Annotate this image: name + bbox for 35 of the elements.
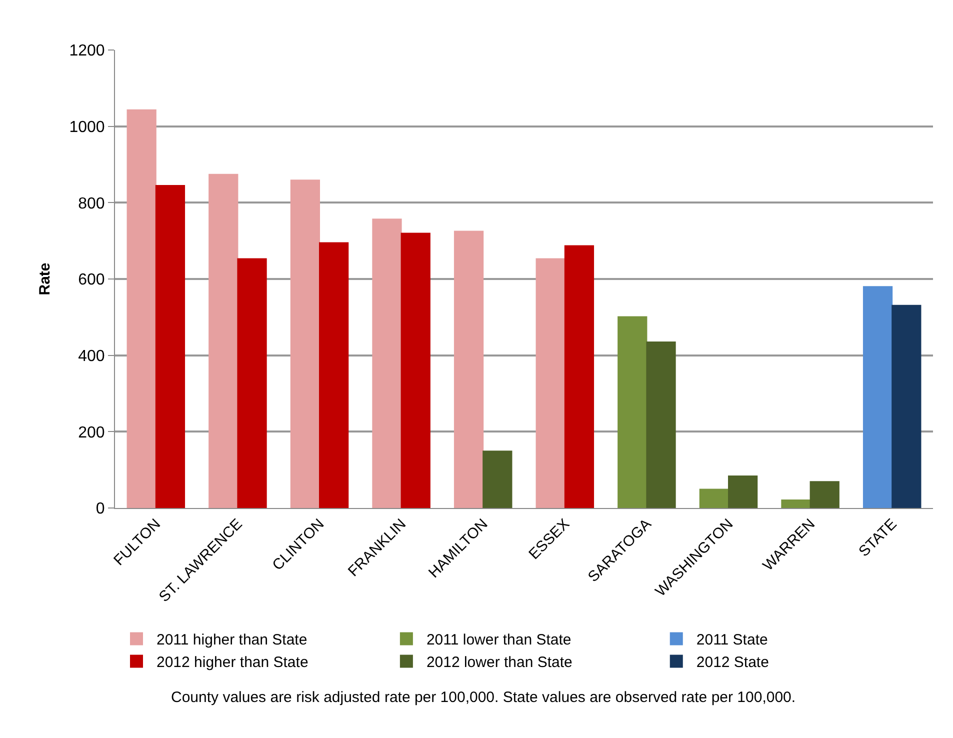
y-tick-label: 0 <box>96 500 105 518</box>
bar <box>126 109 156 508</box>
bar <box>155 184 186 508</box>
y-tick-label: 400 <box>78 348 105 365</box>
bar <box>536 258 566 508</box>
legend-label: 2012 State <box>696 654 769 672</box>
legend-label: 2012 higher than State <box>156 654 308 672</box>
bar <box>862 286 893 508</box>
bar <box>454 230 484 508</box>
bar <box>810 481 840 508</box>
text: County values are risk adjusted rate per 100,000. State values are observed rate per 100,000. <box>171 689 796 706</box>
legend-label: 2011 State <box>696 632 768 649</box>
bar <box>699 488 729 508</box>
y-tick-label: 1200 <box>69 42 105 60</box>
bar <box>319 242 349 508</box>
bar <box>208 174 238 508</box>
legend-label: 2012 lower than State <box>426 654 572 672</box>
bar <box>372 218 402 508</box>
bar <box>728 475 758 508</box>
y-tick-label: 800 <box>78 195 105 212</box>
y-tick-label: 200 <box>78 424 105 442</box>
legend-label: 2011 lower than State <box>426 632 572 649</box>
bar <box>618 316 648 508</box>
bar <box>892 304 922 508</box>
bar <box>482 450 512 508</box>
bar <box>237 258 267 508</box>
bar <box>290 180 320 508</box>
bar <box>564 245 594 508</box>
y-axis-title: Rate <box>36 262 54 296</box>
y-tick-label: 1000 <box>69 118 105 136</box>
bar <box>646 341 676 508</box>
bar <box>400 232 430 508</box>
legend-label: 2011 higher than State <box>156 632 308 649</box>
bar <box>781 499 811 508</box>
y-tick-label: 600 <box>78 272 105 289</box>
